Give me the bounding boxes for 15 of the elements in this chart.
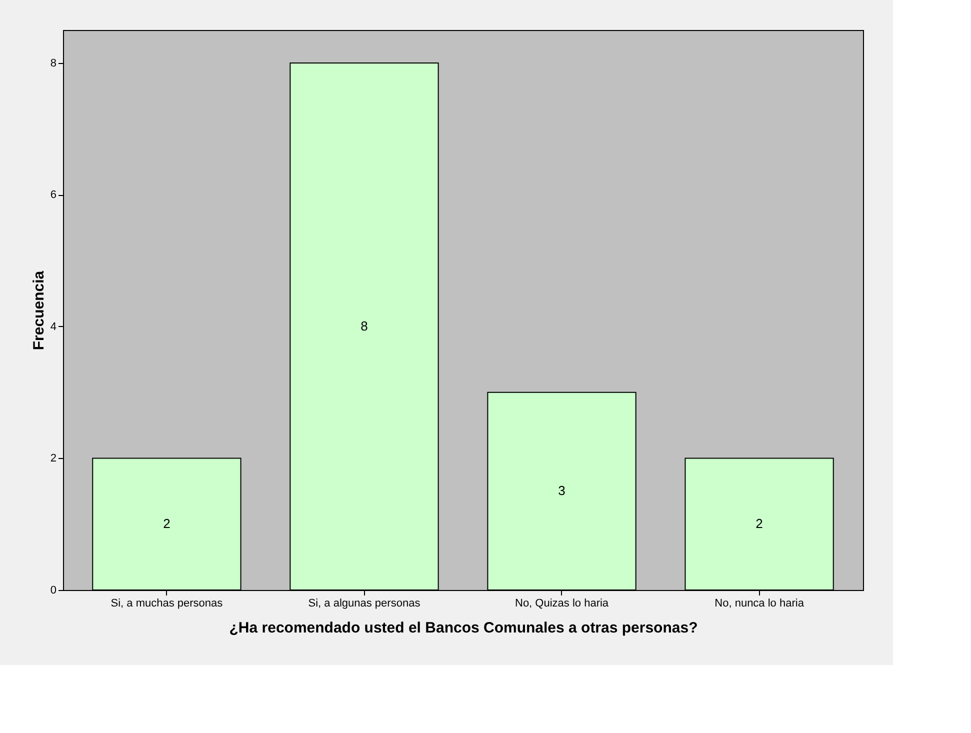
x-tick-label: Si, a muchas personas xyxy=(110,598,224,610)
y-axis-title: Frecuencia xyxy=(30,270,48,350)
data-label: 3 xyxy=(558,483,566,498)
x-tick-label: No, nunca lo haria xyxy=(714,598,805,610)
data-label: 2 xyxy=(163,516,170,532)
y-tick-label: 6 xyxy=(50,189,56,202)
data-label: 8 xyxy=(360,318,368,334)
y-tick-label: 0 xyxy=(50,584,56,596)
x-axis-title: ¿Ha recomendado usted el Bancos Comunales a otras personas? xyxy=(229,620,698,636)
x-tick-label: No, Quizas lo haria xyxy=(514,598,610,610)
x-tick-label: Si, a algunas personas xyxy=(308,598,421,610)
y-tick-label: 2 xyxy=(50,452,56,465)
y-tick-label: 4 xyxy=(50,320,56,333)
data-label: 2 xyxy=(756,516,763,532)
y-tick-label: 8 xyxy=(50,57,56,70)
